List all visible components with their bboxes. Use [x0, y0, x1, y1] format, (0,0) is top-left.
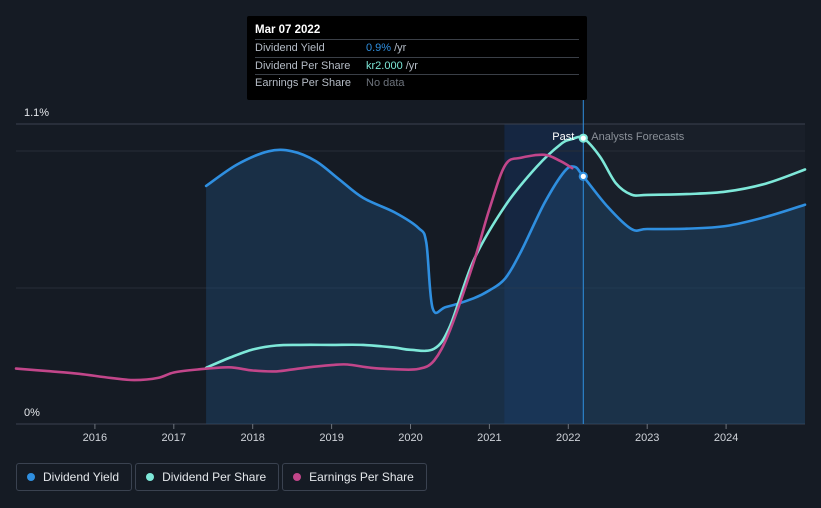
past-label: Past	[552, 131, 574, 143]
tooltip: Mar 07 2022 Dividend Yield 0.9% /yr Divi…	[247, 16, 587, 100]
legend-label: Earnings Per Share	[309, 470, 414, 484]
legend-item-earnings-per-share[interactable]: Earnings Per Share	[282, 463, 427, 491]
tooltip-row-earnings-per-share: Earnings Per Share No data	[255, 74, 579, 92]
series-markers	[578, 133, 588, 181]
x-tick-label: 2020	[398, 432, 422, 444]
tooltip-date: Mar 07 2022	[255, 24, 321, 36]
legend-label: Dividend Per Share	[162, 470, 267, 484]
y-axis-label: 1.1%	[24, 107, 49, 119]
y-axis-labels: 1.1% 0%	[24, 107, 49, 419]
tooltip-row-name: Earnings Per Share	[255, 77, 351, 89]
legend-dot-icon	[146, 473, 155, 481]
x-tick-label: 2017	[162, 432, 186, 444]
tooltip-row-dividend-yield: Dividend Yield 0.9% /yr	[255, 39, 579, 57]
tooltip-row-dividend-per-share: Dividend Per Share kr2.000 /yr	[255, 56, 579, 75]
highlight-region	[504, 124, 584, 424]
dividend-yield-line	[204, 148, 807, 315]
x-tick-label: 2022	[556, 432, 580, 444]
dividend-yield-marker	[578, 171, 588, 181]
x-tick-label: 2016	[83, 432, 107, 444]
dividend-per-share-line	[204, 135, 807, 370]
forecast-label: Analysts Forecasts	[591, 131, 684, 143]
legend-label: Dividend Yield	[43, 470, 120, 484]
tooltip-row-name: Dividend Per Share	[255, 59, 351, 72]
x-tick-label: 2024	[714, 432, 738, 444]
y-axis-label: 0%	[24, 407, 40, 419]
tooltip-row-value: kr2.000	[366, 59, 403, 72]
x-tick-label: 2021	[477, 432, 501, 444]
x-axis-ticks: 2016 2017 2018 2019 2020 2021 2022 2023 2024	[83, 424, 738, 444]
x-tick-label: 2018	[240, 432, 264, 444]
legend-dot-icon	[27, 473, 35, 481]
series-lines	[14, 135, 807, 382]
tooltip-row-value: 0.9%	[366, 42, 392, 54]
legend-item-dividend-yield[interactable]: Dividend Yield	[16, 463, 133, 491]
x-tick-label: 2019	[319, 432, 343, 444]
legend-item-dividend-per-share[interactable]: Dividend Per Share	[135, 463, 280, 491]
tooltip-row-unit: /yr	[405, 59, 418, 72]
series-areas	[206, 149, 806, 424]
legend: Dividend Yield Dividend Per Share Earnin…	[16, 463, 427, 491]
earnings-per-share-line	[14, 153, 574, 382]
tooltip-row-name: Dividend Yield	[255, 42, 325, 54]
x-tick-label: 2023	[635, 432, 659, 444]
tooltip-row-unit: /yr	[394, 42, 407, 54]
dividend-per-share-marker	[578, 133, 588, 143]
tooltip-row-value: No data	[366, 77, 405, 89]
dividend-yield-area	[206, 149, 806, 424]
future-region	[583, 124, 805, 424]
legend-dot-icon	[293, 473, 302, 481]
